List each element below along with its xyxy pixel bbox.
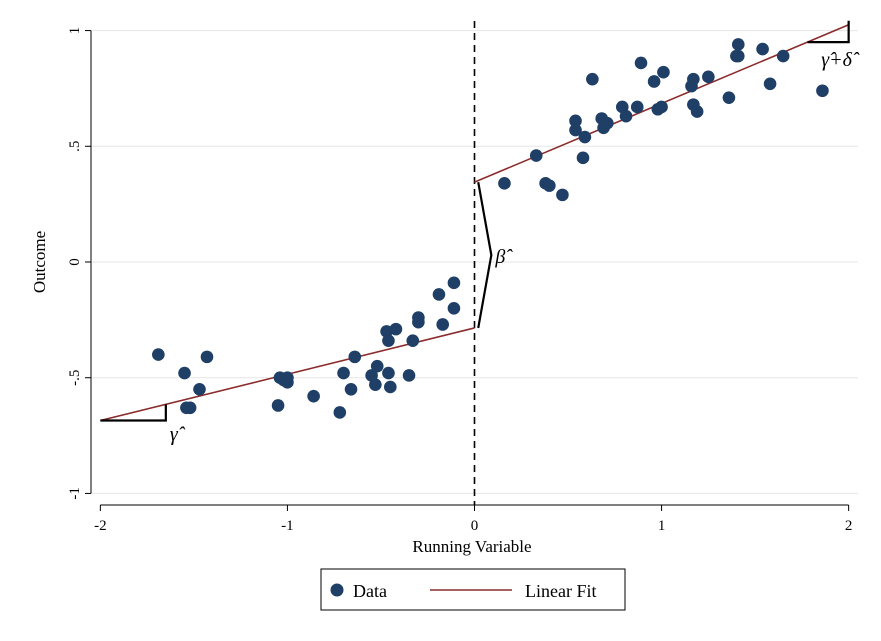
data-point-51 <box>655 100 668 114</box>
y-tick-label-2: 0 <box>67 258 83 266</box>
data-point-25 <box>406 334 420 347</box>
data-point-38 <box>569 123 582 137</box>
data-point-21 <box>382 366 395 380</box>
data-point-41 <box>586 72 599 86</box>
data-point-63 <box>763 77 777 91</box>
data-point-60 <box>731 38 745 51</box>
data-point-48 <box>634 56 648 70</box>
data-point-57 <box>702 70 715 84</box>
y-axis-title: Outcome <box>30 231 49 293</box>
x-tick-label-4: 2 <box>845 518 853 534</box>
legend-item-linear-fit: Linear Fit <box>525 581 596 601</box>
gamma-delta-slope-marker <box>807 20 850 44</box>
y-tick-label-0: -1 <box>67 487 83 500</box>
data-point-58 <box>722 91 736 104</box>
data-point-46 <box>619 109 633 123</box>
data-point-6 <box>271 399 285 412</box>
legend-item-data: Data <box>353 581 387 601</box>
data-point-13 <box>337 366 350 380</box>
data-point-61 <box>731 49 745 63</box>
data-point-40 <box>578 130 592 144</box>
data-point-3 <box>180 401 193 415</box>
data-point-56 <box>690 105 704 118</box>
x-tick-label-1: -1 <box>281 518 294 534</box>
data-points <box>152 38 829 419</box>
data-point-14 <box>344 382 358 396</box>
x-tick-label-0: -2 <box>94 518 107 534</box>
x-tick-label-3: 1 <box>658 518 666 534</box>
data-point-18 <box>370 359 384 373</box>
data-point-33 <box>529 149 543 162</box>
beta-jump-bracket <box>477 181 493 329</box>
y-tick-label-1: -.5 <box>67 370 83 386</box>
data-point-15 <box>348 350 362 364</box>
data-point-62 <box>756 42 769 56</box>
data-point-20 <box>382 334 395 347</box>
data-point-29 <box>436 318 449 331</box>
data-point-31 <box>447 276 461 290</box>
data-point-1 <box>178 366 191 380</box>
data-point-35 <box>543 179 556 192</box>
data-point-23 <box>389 322 403 336</box>
data-point-5 <box>200 350 214 364</box>
data-point-11 <box>307 389 320 403</box>
data-point-10 <box>281 371 294 385</box>
data-point-36 <box>556 188 569 202</box>
data-point-22 <box>384 380 397 394</box>
x-tick-label-2: 0 <box>471 518 479 534</box>
data-point-47 <box>630 100 644 114</box>
legend: Data Linear Fit <box>320 568 626 611</box>
y-tick-label-4: 1 <box>67 27 83 34</box>
data-point-0 <box>152 348 165 361</box>
data-point-39 <box>576 151 590 165</box>
data-point-32 <box>498 177 511 190</box>
data-point-49 <box>647 75 661 88</box>
legend-data-marker <box>330 583 344 597</box>
data-point-44 <box>601 116 614 130</box>
data-point-54 <box>687 72 700 86</box>
data-point-12 <box>333 406 347 419</box>
data-point-4 <box>193 382 206 396</box>
gamma-delta-label: γ̂+δ̂ <box>821 49 860 71</box>
x-axis-title: Running Variable <box>412 537 531 556</box>
data-point-37 <box>569 114 582 128</box>
y-tick-label-3: .5 <box>67 141 83 152</box>
data-point-30 <box>447 301 461 315</box>
data-point-24 <box>402 369 416 382</box>
data-point-64 <box>776 49 790 63</box>
axes: -1 -.5 0 .5 1 -2 -1 0 1 2 <box>67 27 852 534</box>
gamma-slope-marker <box>100 404 167 422</box>
data-point-52 <box>657 65 670 79</box>
data-point-27 <box>412 311 425 324</box>
data-point-17 <box>369 378 382 391</box>
data-point-65 <box>816 84 829 98</box>
data-point-28 <box>432 288 446 301</box>
